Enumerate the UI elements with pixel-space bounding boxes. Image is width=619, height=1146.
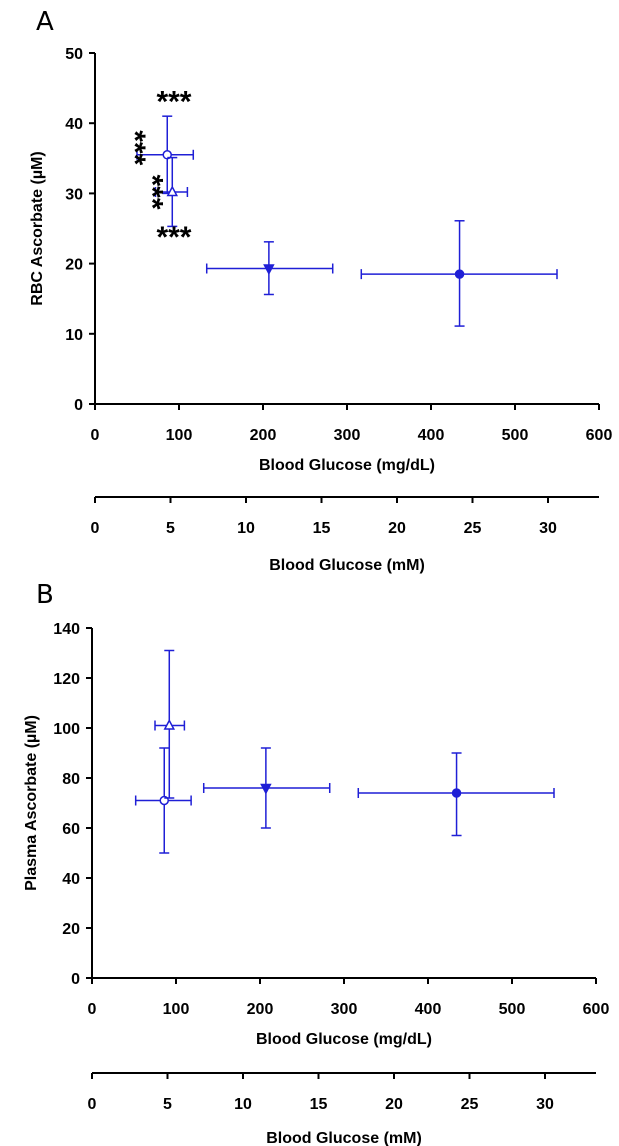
panel-a-x-tick-label: 300 (334, 427, 361, 444)
panel-b-secondary-x-tick-label: 0 (88, 1096, 97, 1113)
panel-a-secondary-x-axis-title: Blood Glucose (mM) (269, 557, 425, 574)
panel-a-point-filled-circle (454, 269, 465, 279)
panel-a-secondary-x-tick-label: 25 (464, 520, 482, 537)
panel-a-y-tick-label: 20 (65, 257, 83, 274)
panel-a-x-tick-label: 0 (91, 427, 100, 444)
panel-a-significance-stars: *** (156, 221, 191, 254)
panel-b-secondary-x-axis-title: Blood Glucose (mM) (266, 1130, 422, 1146)
panel-a-point-filled-triangle-down (263, 264, 275, 276)
panel-a-y-tick-label: 50 (65, 46, 83, 63)
panel-a-significance-stars: *** (136, 174, 169, 209)
panel-b-y-axis-title: Plasma Ascorbate (µM) (23, 715, 40, 891)
panel-a-x-axis-title: Blood Glucose (mg/dL) (259, 457, 435, 474)
panel-a-point-open-triangle (166, 185, 179, 197)
panel-b-secondary-x-tick-label: 30 (536, 1096, 554, 1113)
panel-b-point-open-triangle (163, 718, 176, 730)
panel-a-secondary-x-tick-label: 15 (313, 520, 331, 537)
panel-b-x-tick-label: 300 (331, 1001, 358, 1018)
panel-a-secondary-x-tick-label: 0 (91, 520, 100, 537)
panel-a-secondary-x-tick-label: 30 (539, 520, 557, 537)
panel-b-secondary-x-tick-label: 15 (310, 1096, 328, 1113)
panel-b-label: B (36, 580, 54, 610)
panel-b-y-tick-label: 0 (71, 971, 80, 988)
panel-a-y-tick-label: 30 (65, 186, 83, 203)
panel-a-y-tick-label: 0 (74, 397, 83, 414)
panel-a-y-axis-title: RBC Ascorbate (µM) (29, 151, 46, 305)
panel-a-y-tick-label: 10 (65, 327, 83, 344)
panel-b-x-axis-title: Blood Glucose (mg/dL) (256, 1031, 432, 1048)
panel-a-secondary-x-tick-label: 5 (166, 520, 175, 537)
panel-b-secondary-x-tick-label: 25 (461, 1096, 479, 1113)
panel-b-y-tick-label: 120 (53, 671, 80, 688)
panel-b-secondary-x-tick-label: 5 (163, 1096, 172, 1113)
panel-a-significance-stars: *** (118, 130, 151, 165)
panel-b-x-tick-label: 200 (247, 1001, 274, 1018)
panel-b-secondary-x-tick-label: 10 (234, 1096, 252, 1113)
panel-b-x-tick-label: 100 (163, 1001, 190, 1018)
panel-b-y-tick-label: 20 (62, 921, 80, 938)
panel-a-x-tick-label: 500 (502, 427, 529, 444)
panel-a-x-tick-label: 100 (166, 427, 193, 444)
panel-b-y-tick-label: 60 (62, 821, 80, 838)
panel-b-y-tick-label: 100 (53, 721, 80, 738)
panel-a-x-tick-label: 200 (250, 427, 277, 444)
panel-a-significance-stars: *** (156, 85, 191, 118)
panel-b-point-filled-triangle-down (260, 783, 272, 795)
panel-a-secondary-x-tick-label: 10 (237, 520, 255, 537)
panel-a-x-tick-label: 400 (418, 427, 445, 444)
panel-b-y-tick-label: 140 (53, 621, 80, 638)
panel-a-secondary-x-tick-label: 20 (388, 520, 406, 537)
panel-b-point-filled-circle (451, 788, 462, 798)
panel-a-y-tick-label: 40 (65, 116, 83, 133)
panel-a-point-open-circle (162, 150, 172, 160)
panel-b-x-tick-label: 500 (499, 1001, 526, 1018)
panel-a-label: A (36, 7, 54, 37)
panel-b-x-tick-label: 600 (583, 1001, 610, 1018)
panel-b-x-tick-label: 400 (415, 1001, 442, 1018)
panel-a-x-tick-label: 600 (586, 427, 613, 444)
panel-b-y-tick-label: 40 (62, 871, 80, 888)
panel-b-secondary-x-tick-label: 20 (385, 1096, 403, 1113)
panel-b-y-tick-label: 80 (62, 771, 80, 788)
panel-b-x-tick-label: 0 (88, 1001, 97, 1018)
